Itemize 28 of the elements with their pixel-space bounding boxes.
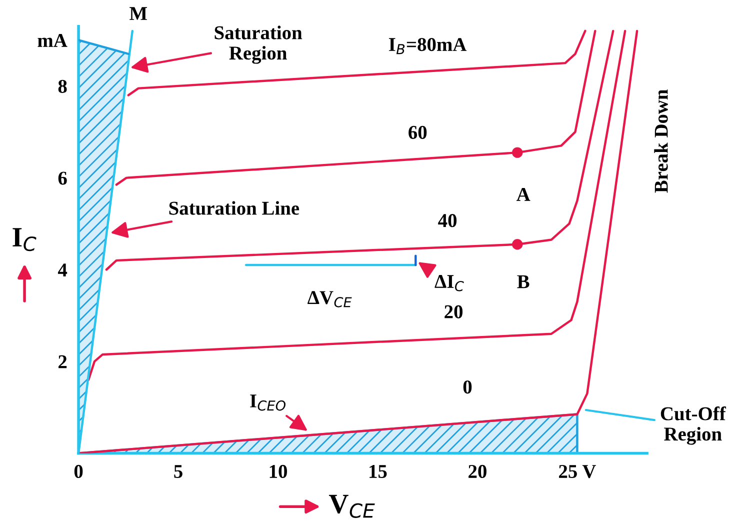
- x-tick-label: 0: [74, 464, 83, 478]
- annotation: Cut-Off Region: [660, 406, 726, 445]
- annotation: I$_{CEO}$: [250, 394, 286, 411]
- series-label: 20: [444, 305, 463, 318]
- y-tick-label: 2: [58, 355, 67, 368]
- x-tick-label: 10: [270, 464, 287, 478]
- y-axis-title: I$_{C}$: [12, 228, 36, 252]
- x-tick-label: 15: [370, 464, 387, 478]
- annotation: ΔV$_{CE}$: [308, 291, 352, 308]
- annotation: Saturation Region: [214, 26, 302, 64]
- y-tick-label: 8: [58, 80, 67, 93]
- series-label: 40: [438, 214, 457, 228]
- y-tick-label: 4: [58, 264, 68, 276]
- y-tick-label: mA: [38, 34, 68, 47]
- annotation: Saturation Line: [169, 201, 300, 215]
- annotation: M: [130, 7, 147, 20]
- x-tick-label: 25 V: [559, 464, 596, 478]
- series-label: 60: [408, 126, 427, 139]
- text: Break Down: [654, 89, 668, 193]
- series-label: I$_{B}$=80mA: [388, 38, 467, 54]
- y-tick-label: 6: [58, 172, 67, 185]
- x-axis-title: V$_{CE}$: [328, 494, 375, 518]
- series-label: 0: [463, 380, 472, 394]
- annotation: B: [517, 275, 530, 288]
- annotation: A: [516, 188, 530, 201]
- x-tick-label: 20: [468, 464, 486, 478]
- annotation: ΔI$_{C}$: [434, 275, 464, 292]
- x-tick-label: 5: [174, 465, 182, 478]
